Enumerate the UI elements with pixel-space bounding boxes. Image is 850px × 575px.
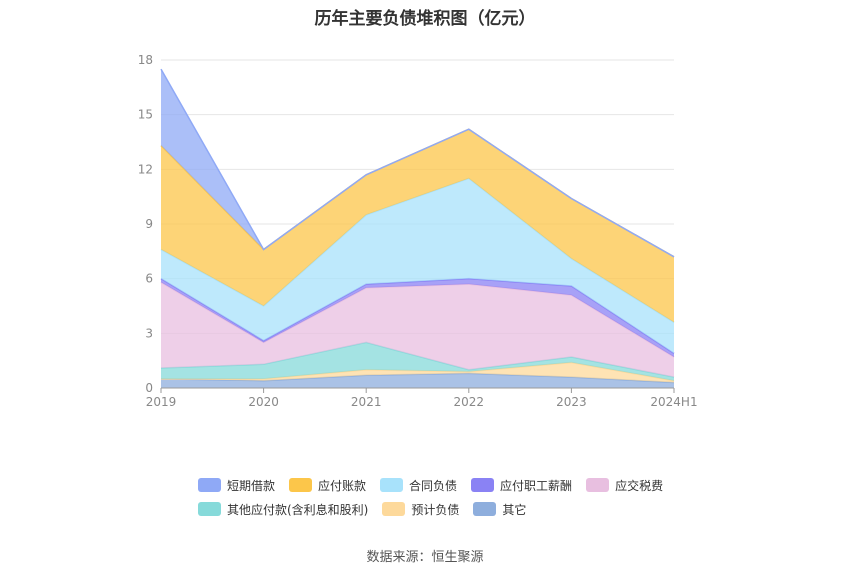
area-series-2 bbox=[161, 342, 674, 381]
chart-legend: 短期借款 应付账款 合同负债 应付职工薪酬 应交税费 其他应付款(含利息和股利) 预计负债… bbox=[198, 473, 678, 521]
legend-item[interactable]: 应交税费 bbox=[586, 477, 663, 494]
legend-swatch bbox=[586, 478, 610, 492]
legend-label: 其他应付款(含利息和股利) bbox=[227, 502, 369, 517]
chart-title: 历年主要负债堆积图（亿元） bbox=[314, 9, 536, 29]
legend-label: 其它 bbox=[502, 502, 527, 517]
legend-item[interactable]: 其它 bbox=[473, 501, 526, 518]
legend-swatch bbox=[198, 478, 221, 492]
y-tick-label: 12 bbox=[138, 162, 153, 176]
legend-row-2: 其他应付款(含利息和股利) 预计负债 其它 bbox=[198, 497, 678, 521]
y-tick-label: 9 bbox=[145, 217, 153, 231]
area-series-6 bbox=[161, 129, 674, 323]
legend-item[interactable]: 合同负债 bbox=[380, 477, 457, 494]
x-tick-label: 2019 bbox=[146, 395, 177, 409]
legend-item[interactable]: 应付职工薪酬 bbox=[471, 477, 572, 494]
legend-row-1: 短期借款 应付账款 合同负债 应付职工薪酬 应交税费 bbox=[198, 473, 678, 497]
area-series-5 bbox=[161, 178, 674, 354]
y-tick-label: 15 bbox=[138, 108, 153, 122]
y-tick-label: 3 bbox=[145, 326, 153, 340]
y-tick-label: 6 bbox=[145, 272, 153, 286]
y-tick-label: 0 bbox=[145, 381, 153, 395]
area-series-1 bbox=[161, 362, 674, 383]
legend-swatch bbox=[471, 478, 495, 492]
legend-swatch bbox=[289, 478, 313, 492]
x-tick-label: 2021 bbox=[351, 395, 382, 409]
legend-label: 应付职工薪酬 bbox=[500, 478, 573, 493]
area-series-line-7 bbox=[160, 68, 675, 258]
legend-item[interactable]: 预计负债 bbox=[382, 501, 459, 518]
x-tick-label: 2024H1 bbox=[650, 395, 697, 409]
area-series-0 bbox=[161, 373, 674, 388]
x-tick-label: 2022 bbox=[454, 395, 485, 409]
legend-swatch bbox=[198, 502, 221, 516]
legend-item[interactable]: 短期借款 bbox=[198, 477, 275, 494]
legend-swatch bbox=[382, 502, 406, 516]
legend-label: 预计负债 bbox=[411, 502, 460, 517]
area-series-3 bbox=[161, 282, 674, 378]
legend-item[interactable]: 其他应付款(含利息和股利) bbox=[198, 501, 368, 518]
legend-swatch bbox=[473, 502, 497, 516]
legend-label: 应交税费 bbox=[615, 478, 664, 493]
legend-label: 应付账款 bbox=[318, 478, 367, 493]
legend-label: 短期借款 bbox=[227, 478, 276, 493]
legend-label: 合同负债 bbox=[409, 478, 458, 493]
y-tick-label: 18 bbox=[138, 53, 153, 67]
x-tick-label: 2020 bbox=[248, 395, 279, 409]
legend-item[interactable]: 应付账款 bbox=[289, 477, 366, 494]
legend-swatch bbox=[380, 478, 404, 492]
data-source: 数据来源：恒生聚源 bbox=[366, 550, 484, 565]
x-tick-label: 2023 bbox=[556, 395, 587, 409]
